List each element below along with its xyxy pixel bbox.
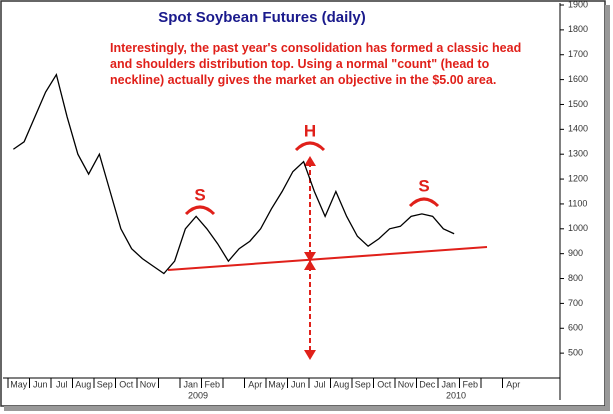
y-tick-label: 600 <box>568 323 583 333</box>
y-tick-label: 1700 <box>568 49 588 59</box>
arrow-head <box>304 260 316 270</box>
x-tick-label: Aug <box>333 379 349 389</box>
x-tick-label: Apr <box>248 379 262 389</box>
x-tick-label: Feb <box>462 379 478 389</box>
y-tick-label: 1500 <box>568 99 588 109</box>
y-tick-label: 900 <box>568 248 583 258</box>
arrow-head <box>304 156 316 166</box>
x-tick-label: Sep <box>97 379 113 389</box>
x-tick-label: Jul <box>314 379 326 389</box>
x-tick-label: Jan <box>183 379 198 389</box>
x-tick-label: Jun <box>33 379 48 389</box>
x-tick-label: Sep <box>355 379 371 389</box>
y-tick-label: 1100 <box>568 198 587 208</box>
arrow-head <box>304 350 316 360</box>
y-tick-label: 700 <box>568 298 583 308</box>
y-tick-label: 1600 <box>568 74 588 84</box>
x-tick-label: Nov <box>398 379 415 389</box>
y-tick-label: 500 <box>568 348 583 358</box>
x-tick-label: Jun <box>291 379 306 389</box>
pattern-label: H <box>304 121 316 140</box>
x-tick-label: Apr <box>506 379 520 389</box>
x-tick-label: May <box>10 379 28 389</box>
x-tick-label: Oct <box>377 379 392 389</box>
y-tick-label: 1800 <box>568 24 588 34</box>
y-tick-label: 1200 <box>568 173 588 183</box>
shadow <box>605 5 610 411</box>
year-label: 2010 <box>446 390 466 400</box>
x-tick-label: Aug <box>75 379 91 389</box>
neckline <box>167 246 488 271</box>
year-label: 2009 <box>188 390 208 400</box>
price-line <box>13 72 455 275</box>
y-tick-label: 1900 <box>568 0 588 9</box>
arrow-head <box>304 252 316 262</box>
x-tick-label: Oct <box>119 379 134 389</box>
y-tick-label: 1000 <box>568 223 588 233</box>
x-tick-label: Jul <box>56 379 68 389</box>
x-tick-label: May <box>268 379 286 389</box>
shoulder-arc <box>408 197 440 208</box>
x-tick-label: Jan <box>441 379 456 389</box>
y-tick-label: 1300 <box>568 149 588 159</box>
y-tick-label: 1400 <box>568 124 588 134</box>
frame <box>0 0 606 407</box>
chart-title: Spot Soybean Futures (daily) <box>158 9 366 26</box>
pattern-label: S <box>418 176 429 195</box>
annotation: Interestingly, the past year's consolida… <box>110 41 522 87</box>
y-tick-label: 800 <box>568 273 583 283</box>
x-tick-label: Feb <box>204 379 220 389</box>
head-arc <box>294 141 326 152</box>
shadow <box>4 406 608 411</box>
x-tick-label: Nov <box>140 379 157 389</box>
pattern-label: S <box>194 185 205 204</box>
x-tick-label: Dec <box>419 379 436 389</box>
shoulder-arc <box>184 205 216 216</box>
annotation-box: Interestingly, the past year's consolida… <box>110 41 522 87</box>
